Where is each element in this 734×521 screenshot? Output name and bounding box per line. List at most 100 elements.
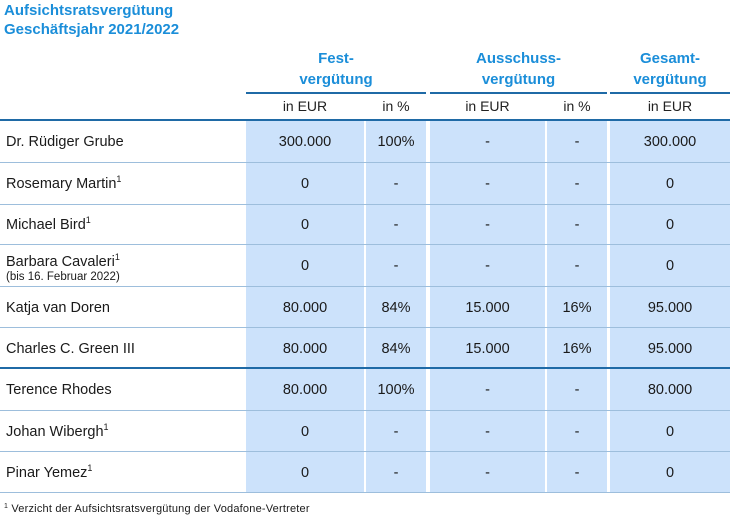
table-cell: 0: [300, 217, 310, 233]
member-name: Katja van Doren: [6, 299, 110, 317]
column-group-header: Gesamt-vergütung: [610, 48, 730, 90]
table-row: Johan Wibergh1 0 - - - 0: [0, 411, 730, 452]
table-cell: -: [485, 382, 490, 398]
member-name: Pinar Yemez1: [6, 462, 93, 482]
table-cell: -: [393, 217, 399, 233]
group-header-rule: [610, 92, 730, 94]
column-band: [246, 120, 364, 493]
footnote-reference: 1: [116, 174, 122, 184]
table-row: Pinar Yemez1 0 - - - 0: [0, 452, 730, 493]
member-name-text: Katja van Doren: [6, 299, 110, 316]
table-cell: -: [485, 217, 490, 233]
table-title: Aufsichtsratsvergütung: [4, 2, 174, 19]
member-name-text: Barbara Cavaleri: [6, 254, 115, 270]
footnote: 1 Verzicht der Aufsichtsratsvergütung de…: [4, 502, 310, 516]
table-row: Dr. Rüdiger Grube 300.000 100% - - 300.000: [0, 121, 730, 163]
table-row: Charles C. Green III 80.000 84% 15.000 16% 95…: [0, 328, 730, 369]
member-name: Johan Wibergh1: [6, 421, 109, 441]
table-cell: 0: [300, 258, 310, 274]
footnote-marker: 1: [4, 503, 9, 510]
column-band: [610, 120, 730, 493]
column-band: [430, 120, 545, 493]
table-cell: 0: [300, 423, 310, 440]
table-cell: 0: [665, 176, 675, 192]
table-row: Katja van Doren 80.000 84% 15.000 16% 95.000: [0, 287, 730, 328]
table-cell: -: [393, 423, 399, 440]
table-cell: 16%: [562, 299, 592, 316]
table-cell: -: [485, 464, 490, 481]
table-cell: 0: [300, 176, 310, 192]
group-header-line1: Fest-: [318, 50, 354, 67]
table-cell: -: [574, 423, 580, 440]
member-name-text: Rosemary Martin: [6, 176, 117, 192]
table-cell: -: [485, 258, 490, 274]
member-name-text: Charles C. Green III: [6, 340, 135, 357]
column-subheader: in EUR: [647, 98, 693, 114]
footnote-reference: 1: [103, 421, 109, 432]
table-cell: 300.000: [278, 134, 332, 150]
column-group-header: Fest-vergütung: [246, 48, 426, 90]
row-separator: [0, 286, 730, 287]
column-band: [366, 120, 426, 493]
member-name-text: Michael Bird: [6, 217, 86, 233]
header-rule: [0, 119, 730, 121]
member-name-text: Johan Wibergh: [6, 423, 104, 440]
member-name: Terence Rhodes: [6, 381, 112, 399]
table-cell: 95.000: [647, 299, 693, 316]
table-cell: -: [574, 382, 580, 398]
footnote-reference: 1: [87, 462, 93, 473]
table-cell: 84%: [381, 340, 411, 357]
group-header-line1: Gesamt-: [639, 50, 701, 67]
table-row: Barbara Cavaleri1 (bis 16. Februar 2022) 0…: [0, 245, 730, 287]
table-cell: -: [574, 134, 580, 150]
group-header-line2: vergütung: [481, 71, 556, 88]
row-separator: [0, 204, 730, 205]
row-separator: [0, 367, 730, 369]
group-header-rule: [430, 92, 607, 94]
row-separator: [0, 162, 730, 163]
table-cell: -: [485, 134, 490, 150]
table-cell: 16%: [562, 340, 592, 357]
table-cell: -: [574, 217, 580, 233]
table-cell: -: [393, 176, 399, 192]
column-band: [547, 120, 607, 493]
member-name: Barbara Cavaleri1: [6, 253, 120, 271]
table-cell: 0: [665, 423, 675, 440]
table-cell: 15.000: [465, 299, 510, 316]
table-cell: 100%: [377, 382, 415, 398]
row-separator: [0, 244, 730, 245]
table-cell: 15.000: [465, 340, 510, 357]
footnote-reference: 1: [85, 215, 91, 225]
row-separator: [0, 327, 730, 328]
table-cell: -: [485, 176, 490, 192]
member-name: Michael Bird1: [6, 216, 91, 234]
row-separator: [0, 492, 730, 493]
table-cell: -: [574, 258, 580, 274]
group-header-line2: vergütung: [633, 71, 707, 88]
table-subtitle: Geschäftsjahr 2021/2022: [4, 21, 180, 38]
member-name: Rosemary Martin1: [6, 175, 121, 193]
table-cell: 0: [665, 464, 675, 481]
table-cell: -: [485, 423, 490, 440]
member-name-text: Dr. Rüdiger Grube: [6, 134, 124, 150]
table-cell: 0: [665, 258, 675, 274]
table-cell: 0: [300, 464, 310, 481]
table-cell: -: [393, 258, 399, 274]
table-row: Michael Bird1 0 - - - 0: [0, 205, 730, 245]
member-name-text: Pinar Yemez: [6, 464, 88, 481]
row-separator: [0, 410, 730, 411]
row-separator: [0, 451, 730, 452]
table-cell: 80.000: [282, 340, 328, 357]
table-cell: 80.000: [647, 382, 693, 398]
footnote-reference: 1: [114, 252, 120, 262]
table-cell: 95.000: [647, 340, 693, 357]
group-header-line1: Ausschuss-: [475, 50, 562, 67]
member-name: Charles C. Green III: [6, 340, 135, 358]
table-cell: 0: [665, 217, 675, 233]
table-cell: -: [574, 176, 580, 192]
table-cell: -: [393, 464, 399, 481]
group-header-line2: vergütung: [299, 71, 373, 88]
member-name: Dr. Rüdiger Grube: [6, 133, 124, 151]
table-cell: 300.000: [643, 134, 697, 150]
table-row: Rosemary Martin1 0 - - - 0: [0, 163, 730, 205]
